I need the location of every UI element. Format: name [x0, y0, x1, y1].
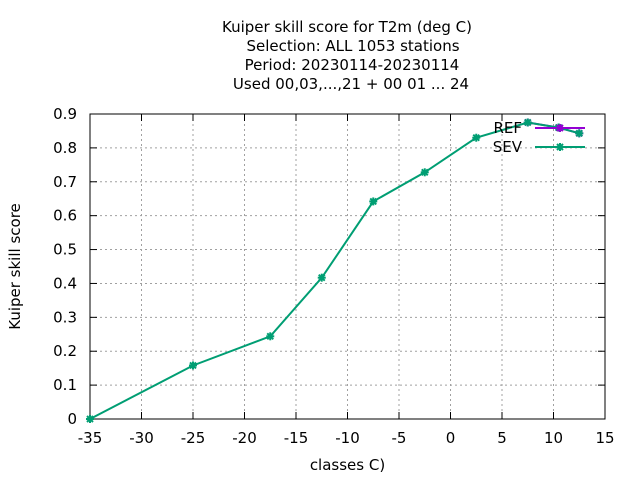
data-point	[523, 118, 532, 127]
y-tick-label: 0.5	[53, 241, 77, 259]
chart-title-line-4: Used 00,03,...,21 + 00 01 ... 24	[233, 75, 469, 93]
data-point	[317, 273, 326, 282]
data-point	[556, 143, 564, 151]
y-tick-label: 0.1	[53, 376, 77, 394]
legend-entry-sev: SEV	[493, 138, 585, 156]
x-tick-label: 5	[497, 429, 507, 447]
x-tick-label: 10	[544, 429, 563, 447]
data-point	[575, 129, 584, 138]
x-tick-label: -25	[181, 429, 206, 447]
x-tick-label: -30	[129, 429, 154, 447]
x-tick-label: -20	[232, 429, 257, 447]
x-tick-label: -35	[78, 429, 103, 447]
series	[86, 118, 584, 423]
plot-frame	[89, 113, 606, 420]
data-point	[556, 124, 564, 132]
chart-title-line-2: Selection: ALL 1053 stations	[246, 37, 459, 55]
data-point	[369, 197, 378, 206]
legend-entry-ref: REF	[493, 119, 585, 137]
grid	[90, 114, 605, 419]
x-tick-label: -10	[335, 429, 360, 447]
y-tick-label: 0.6	[53, 207, 77, 225]
y-tick-label: 0.9	[53, 105, 77, 123]
y-tick-label: 0.7	[53, 173, 77, 191]
y-axis-label: Kuiper skill score	[6, 203, 24, 330]
x-tick-label: 15	[595, 429, 614, 447]
y-tick-label: 0	[67, 410, 77, 428]
legend-label-ref: REF	[493, 119, 522, 137]
x-axis-label: classes C)	[310, 456, 385, 474]
y-tick-label: 0.2	[53, 342, 77, 360]
series-sev	[86, 118, 584, 423]
y-tick-label: 0.4	[53, 274, 77, 292]
chart-title: Kuiper skill score for T2m (deg C) Selec…	[222, 18, 472, 93]
x-tick-label: 0	[446, 429, 456, 447]
x-tick-label: -5	[392, 429, 407, 447]
chart-title-line-3: Period: 20230114-20230114	[245, 56, 460, 74]
series-line-sev	[89, 121, 580, 420]
data-point	[189, 361, 197, 370]
chart-title-line-1: Kuiper skill score for T2m (deg C)	[222, 18, 472, 36]
data-point	[266, 332, 275, 341]
data-point	[420, 168, 429, 177]
data-point	[472, 133, 481, 142]
axis-ticks: -35 -30 -25 -20 -15 -10 -5 0 5 10 15 0 0.1 0.2 0.3 0.4 0…	[53, 105, 614, 447]
x-tick-label: -15	[284, 429, 309, 447]
legend-label-sev: SEV	[493, 138, 523, 156]
y-tick-label: 0.3	[53, 308, 77, 326]
data-point	[86, 415, 94, 423]
y-tick-label: 0.8	[53, 139, 77, 157]
